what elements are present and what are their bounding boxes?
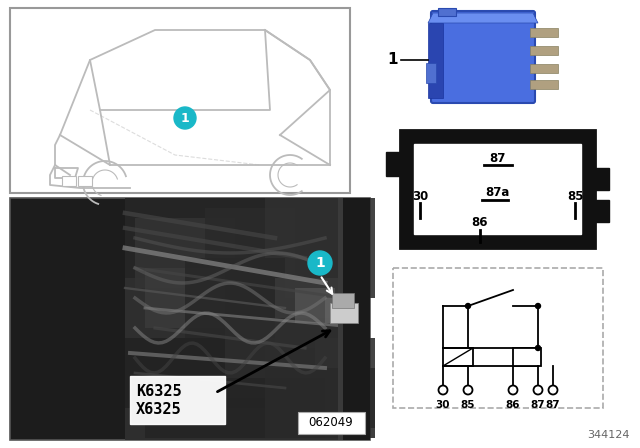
Bar xyxy=(315,338,375,428)
Bar xyxy=(426,63,436,83)
Bar xyxy=(530,64,558,73)
Bar xyxy=(513,348,541,366)
Bar xyxy=(414,144,581,234)
Bar xyxy=(428,23,443,98)
Text: 86: 86 xyxy=(506,400,520,410)
Bar xyxy=(62,176,76,186)
Bar xyxy=(340,198,370,440)
Text: K6325: K6325 xyxy=(136,384,182,400)
Bar xyxy=(265,368,375,438)
Text: 1: 1 xyxy=(388,52,398,68)
Bar xyxy=(145,378,325,438)
Bar xyxy=(530,80,558,89)
FancyBboxPatch shape xyxy=(431,11,535,103)
Bar xyxy=(530,28,558,37)
Text: 1: 1 xyxy=(315,256,325,270)
Bar xyxy=(125,198,370,278)
Bar xyxy=(205,208,295,298)
Bar xyxy=(10,198,370,440)
Bar xyxy=(185,258,285,338)
Polygon shape xyxy=(428,13,538,23)
Text: 87: 87 xyxy=(531,400,545,410)
Text: 86: 86 xyxy=(471,216,488,229)
Circle shape xyxy=(465,303,470,309)
Bar xyxy=(78,176,92,186)
Text: 87: 87 xyxy=(546,400,560,410)
Bar xyxy=(125,338,265,408)
Circle shape xyxy=(536,345,541,350)
Circle shape xyxy=(174,107,196,129)
Bar xyxy=(130,376,225,424)
Bar xyxy=(386,152,400,176)
Bar xyxy=(325,298,355,323)
Bar xyxy=(338,198,343,440)
Bar xyxy=(135,218,235,288)
Bar xyxy=(275,278,355,348)
Circle shape xyxy=(536,303,541,309)
Bar xyxy=(400,130,595,248)
Bar xyxy=(530,46,558,55)
Text: 062049: 062049 xyxy=(308,417,353,430)
Bar xyxy=(332,293,354,308)
Text: 85: 85 xyxy=(567,190,583,203)
Text: 30: 30 xyxy=(412,190,428,203)
Circle shape xyxy=(509,385,518,395)
Bar xyxy=(595,200,609,222)
Text: 87: 87 xyxy=(490,151,506,164)
Bar xyxy=(225,318,345,398)
Circle shape xyxy=(548,385,557,395)
Bar xyxy=(298,412,365,434)
Bar xyxy=(443,348,473,366)
Bar xyxy=(10,8,350,193)
Bar xyxy=(145,268,225,328)
Text: 87a: 87a xyxy=(485,186,509,199)
Text: 344124: 344124 xyxy=(588,430,630,440)
Bar xyxy=(595,168,609,190)
Bar xyxy=(330,303,358,323)
Bar xyxy=(125,198,370,440)
Circle shape xyxy=(308,251,332,275)
Text: 30: 30 xyxy=(436,400,451,410)
Bar xyxy=(295,288,335,323)
Circle shape xyxy=(463,385,472,395)
Circle shape xyxy=(438,385,447,395)
Bar xyxy=(393,268,603,408)
Bar xyxy=(265,198,375,298)
Text: X6325: X6325 xyxy=(136,402,182,418)
Bar xyxy=(438,8,456,16)
Text: 85: 85 xyxy=(461,400,476,410)
Bar xyxy=(340,308,365,326)
Text: 1: 1 xyxy=(180,112,189,125)
Circle shape xyxy=(534,385,543,395)
